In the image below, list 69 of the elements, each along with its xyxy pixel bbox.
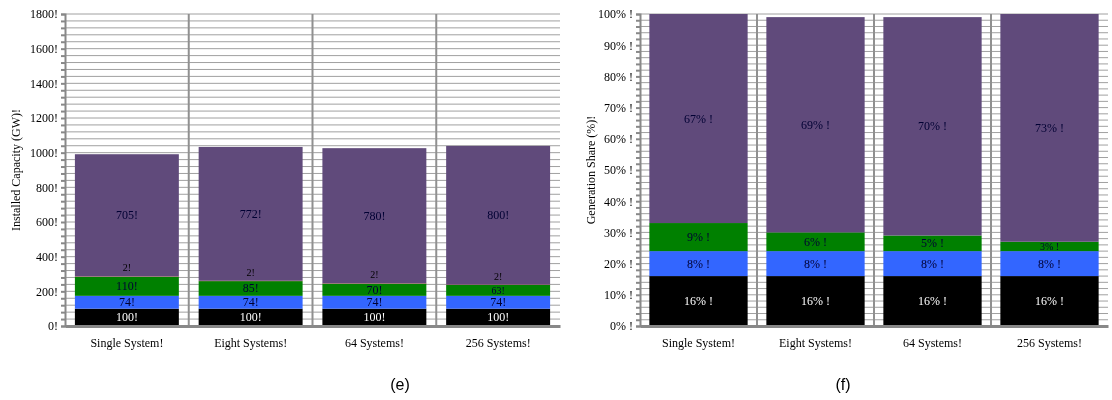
data-label: 110! [116,279,138,294]
x-tick-label: Single System! [90,335,164,350]
data-label: 67% ! [684,111,713,126]
x-tick-label: 64 Systems! [902,335,963,350]
y-tick-label: 1800! [30,7,58,22]
y-tick-label: 60% ! [604,132,633,147]
y-tick-label: 80% ! [604,69,633,84]
y-tick-label: 30% ! [604,225,633,240]
data-label: 16% ! [801,294,830,309]
text: (e) [390,376,410,393]
data-label: 772! [239,206,262,221]
data-label: 8% ! [687,256,710,271]
y-tick-label: 70% ! [604,100,633,115]
data-label: 74! [490,295,507,310]
text: (f) [835,376,851,393]
data-label: 70% ! [918,119,947,134]
y-tick-label: 200! [36,284,58,299]
data-label: 100! [363,310,386,325]
data-label: 6% ! [804,234,827,249]
y-tick-label: 100% ! [598,7,633,22]
data-label: 74! [118,295,135,310]
data-label: 70! [366,282,383,297]
y-tick-label: 90% ! [604,38,633,53]
y-tick-label: 50% ! [604,163,633,178]
data-label: 16% ! [684,294,713,309]
y-tick-label: 0! [48,319,58,334]
data-label: 5% ! [921,236,944,251]
data-label: 73% ! [1035,120,1064,135]
data-label: 8% ! [921,256,944,271]
x-tick-label: Eight Systems! [778,335,853,350]
y-tick-label: 10% ! [604,288,633,303]
y-tick-label: 600! [36,215,58,230]
x-tick-label: 256 Systems! [1016,335,1083,350]
data-label: 16% ! [918,294,947,309]
y-tick-label: 0% ! [610,319,633,334]
y-axis-title: Installed Capacity (GW)! [9,109,23,231]
y-tick-label: 40% ! [604,194,633,209]
y-tick-label: 1200! [30,111,58,126]
x-tick-label: Single System! [661,335,736,350]
data-label: 705! [115,208,138,223]
data-label: 2! [493,270,503,282]
y-tick-label: 20% ! [604,256,633,271]
data-label: 2! [370,269,379,281]
data-label: 780! [363,208,386,223]
data-label: 74! [242,295,259,310]
data-label: 69% ! [801,117,830,132]
data-label: 74! [366,295,383,310]
x-tick-label: Eight Systems! [214,335,288,350]
data-label: 100! [115,310,138,325]
data-label: 8% ! [804,256,827,271]
data-label: 100! [487,310,510,325]
data-label: 16% ! [1035,294,1064,309]
data-label: 85! [242,281,259,296]
data-label: 9% ! [687,230,710,245]
x-tick-label: 256 Systems! [465,335,531,350]
data-label: 3% ! [1039,241,1060,253]
x-tick-label: 64 Systems! [344,335,404,350]
data-label: 2! [246,266,255,278]
y-tick-label: 1600! [30,42,58,57]
y-tick-label: 1400! [30,76,58,91]
data-label: 800! [487,208,510,223]
data-label: 2! [122,262,132,274]
data-label: 100! [239,310,262,325]
y-tick-label: 800! [36,180,58,195]
y-axis-title: Generation Share (%)! [584,115,598,225]
data-label: 63! [491,285,505,297]
y-tick-label: 400! [36,250,58,265]
y-tick-label: 1000! [30,146,58,161]
data-label: 8% ! [1038,256,1061,271]
